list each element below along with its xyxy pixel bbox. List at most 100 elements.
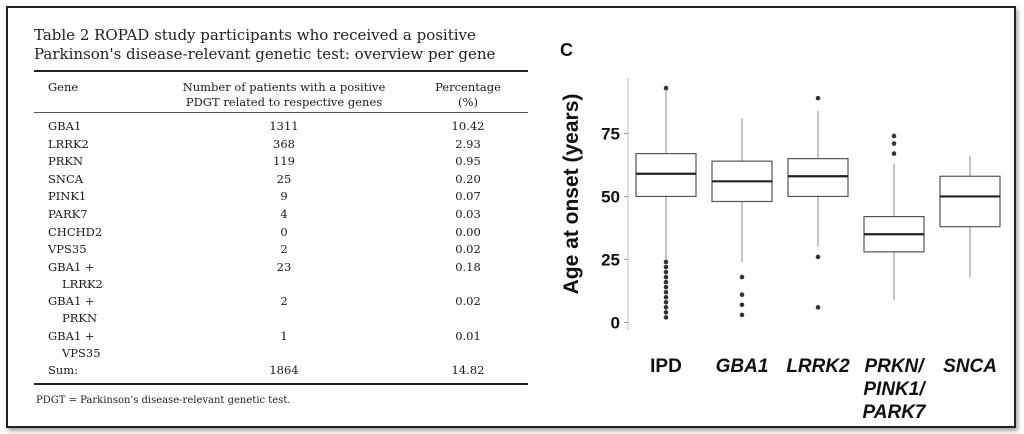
gene-cell: LRRK2 — [48, 136, 89, 151]
x-tick-label: PRKN/PINK1/PARK7 — [863, 356, 927, 423]
table-header: Gene Number of patients with a positive … — [34, 72, 528, 112]
outlier-point — [891, 141, 897, 146]
table-row: GBA1 1311 10.42 — [34, 118, 528, 136]
x-tick-label-line: GBA1 — [716, 356, 769, 377]
boxplot-panel: C Age at onset (years) 0 25 50 75 IPD GBA1 LRRK2… — [548, 28, 1024, 428]
sum-row: Sum: 1864 14.82 — [34, 362, 528, 380]
outlier-point — [663, 264, 669, 270]
count-cell: 25 — [276, 171, 292, 186]
outlier-point — [663, 85, 669, 91]
outlier-point — [891, 133, 897, 139]
header-rule — [34, 112, 528, 113]
table-row: LRRK2 368 2.93 — [34, 136, 528, 154]
outlier-point — [815, 305, 821, 310]
percentage-cell: 0.07 — [455, 189, 481, 204]
gene-cell: GBA1 + PRKN — [48, 293, 97, 327]
table-panel: Table 2 ROPAD study participants who rec… — [34, 26, 528, 406]
gene-cell: SNCA — [48, 171, 84, 186]
outlier-point — [739, 302, 745, 308]
gene-cell-line-2: PRKN — [62, 311, 98, 326]
header-pct-line-1: Percentage — [435, 80, 501, 94]
sum-count: 1864 — [269, 363, 299, 378]
x-tick-label-line: LRRK2 — [786, 356, 850, 377]
outlier-point — [663, 259, 669, 265]
gene-cell: CHCHD2 — [48, 224, 103, 239]
table-row: PINK1 9 0.07 — [34, 188, 528, 206]
boxplot-chart: C Age at onset (years) 0 25 50 75 IPD GBA1 LRRK2… — [560, 40, 1001, 423]
percentage-cell: 0.20 — [455, 171, 481, 186]
x-tick-label-line: IPD — [650, 356, 682, 377]
count-cell: 9 — [280, 189, 288, 204]
percentage-cell: 0.02 — [455, 294, 481, 309]
bottom-rule — [34, 382, 528, 385]
x-tick-label-line: SNCA — [943, 356, 997, 377]
outlier-point — [663, 279, 669, 285]
percentage-cell: 0.01 — [455, 328, 481, 343]
iqr-box — [635, 152, 697, 198]
count-cell: 0 — [280, 224, 288, 239]
outlier-point — [663, 294, 669, 300]
table-row: SNCA 25 0.20 — [34, 171, 528, 189]
outlier-point — [739, 274, 745, 280]
percentage-cell: 0.00 — [455, 224, 481, 239]
table-row: PARK7 4 0.03 — [34, 206, 528, 224]
x-tick-label-line: PINK1/ — [863, 379, 926, 400]
outlier-point — [663, 289, 669, 295]
y-tick-label: 0 — [611, 313, 620, 332]
gene-cell: GBA1 + LRRK2 — [48, 259, 103, 293]
panel-label: C — [560, 40, 573, 60]
count-cell: 1 — [280, 328, 288, 343]
y-axis-label: Age at onset (years) — [560, 94, 583, 295]
y-tick-label: 50 — [601, 187, 620, 206]
gene-cell: PARK7 — [48, 206, 88, 221]
percentage-cell: 0.02 — [455, 242, 481, 257]
count-cell: 119 — [273, 154, 295, 169]
header-pct-line-2: (%) — [458, 95, 478, 109]
x-tick-label: LRRK2 — [786, 356, 850, 377]
header-count-line-1: Number of patients with a positive — [182, 80, 386, 94]
count-cell: 4 — [280, 206, 288, 221]
gene-cell-line-2: VPS35 — [62, 345, 101, 360]
y-tick-label: 75 — [601, 124, 620, 143]
outlier-point — [663, 315, 669, 320]
count-cell: 2 — [280, 242, 288, 257]
table-footnote: PDGT = Parkinson's disease-relevant gene… — [36, 394, 291, 406]
x-tick-label-line: PRKN/ — [864, 356, 925, 377]
gene-cell: GBA1 — [48, 119, 82, 133]
gene-cell: GBA1 + VPS35 — [48, 328, 101, 362]
count-cell: 2 — [280, 294, 288, 309]
table-row: CHCHD2 0 0.00 — [34, 224, 528, 242]
outlier-point — [663, 310, 669, 315]
sum-percentage: 14.82 — [451, 363, 485, 378]
iqr-box — [939, 175, 1001, 228]
gene-cell: PRKN — [48, 154, 84, 169]
table-title-line-2: Parkinson's disease-relevant genetic tes… — [34, 45, 496, 63]
x-tick-label: GBA1 — [716, 356, 769, 377]
header-count: Number of patients with a positive PDGT … — [154, 80, 414, 110]
gene-cell-line-1: GBA1 + — [48, 328, 95, 343]
outlier-point — [739, 312, 745, 318]
outlier-point — [663, 305, 669, 310]
outlier-point — [891, 151, 897, 156]
percentage-cell: 10.42 — [451, 119, 485, 133]
count-cell: 23 — [276, 259, 292, 274]
gene-cell-line-2: LRRK2 — [62, 276, 103, 291]
table-body: GBA1 1311 10.42 LRRK2 368 2.93 PRKN 119 … — [34, 113, 528, 383]
x-tick-label: IPD — [650, 356, 682, 377]
percentage-cell: 2.93 — [455, 136, 481, 151]
gene-cell: VPS35 — [48, 242, 87, 257]
outlier-point — [663, 284, 669, 290]
x-tick-label: SNCA — [943, 356, 997, 377]
percentage-cell: 0.03 — [455, 206, 481, 221]
x-tick-label-line: PARK7 — [863, 402, 927, 423]
table-title-line-1: Table 2 ROPAD study participants who rec… — [34, 26, 476, 44]
figure-frame: Table 2 ROPAD study participants who rec… — [6, 6, 1016, 428]
outlier-point — [739, 292, 745, 298]
top-rule — [34, 70, 528, 72]
header-gene: Gene — [48, 80, 79, 94]
iqr-box — [787, 158, 849, 198]
table-row: PRKN 119 0.95 — [34, 153, 528, 171]
table-row: GBA1 + PRKN 2 0.02 — [34, 293, 528, 328]
count-cell: 368 — [273, 136, 295, 151]
gene-cell: PINK1 — [48, 189, 87, 204]
